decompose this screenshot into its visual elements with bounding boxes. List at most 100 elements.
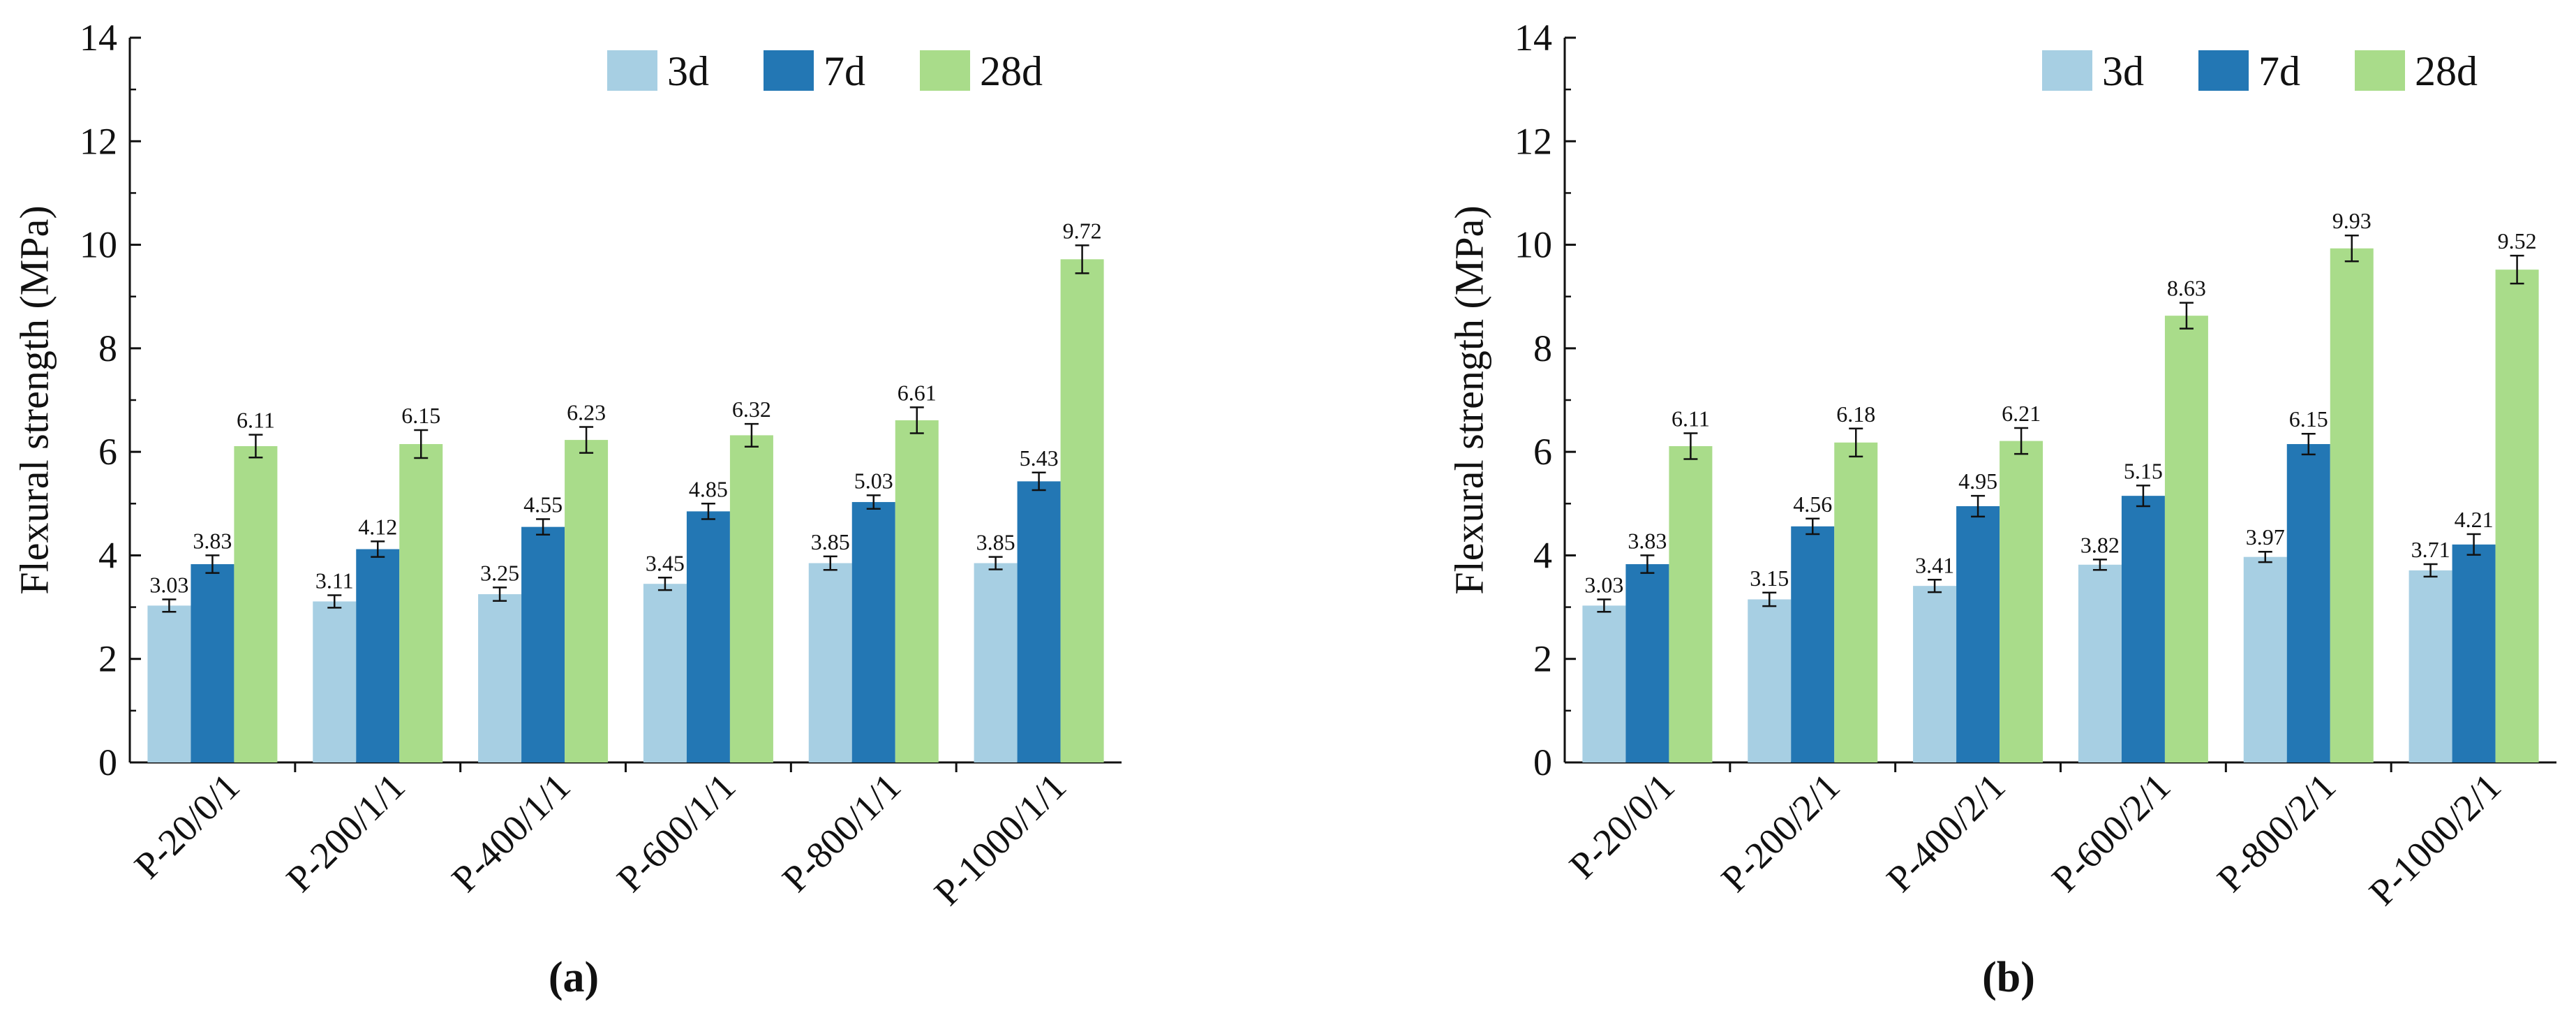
bar-7d <box>521 526 565 762</box>
bar-7d <box>1625 564 1669 762</box>
bar-28d <box>1060 259 1104 762</box>
value-label: 3.85 <box>976 530 1015 555</box>
x-tick-label: P-400/1/1 <box>444 765 579 900</box>
bar-28d <box>565 440 609 762</box>
bar-7d <box>356 549 400 762</box>
bar-7d <box>1017 481 1061 762</box>
value-label: 6.11 <box>1672 406 1710 431</box>
y-tick-label: 2 <box>98 638 117 680</box>
bar-7d <box>2286 444 2330 762</box>
x-tick-label: P-20/0/1 <box>1561 765 1683 887</box>
y-tick-label: 14 <box>80 17 117 59</box>
bar-28d <box>2164 316 2208 762</box>
value-label: 9.72 <box>1063 218 1102 243</box>
value-label: 5.15 <box>2124 458 2163 483</box>
bar-7d <box>191 564 234 762</box>
legend-swatch-7d <box>764 50 814 91</box>
legend-label: 28d <box>980 48 1043 94</box>
value-label: 3.11 <box>315 568 354 593</box>
bar-7d <box>851 502 895 762</box>
panel-label: (b) <box>1982 954 2035 1001</box>
x-tick-label: P-600/1/1 <box>609 765 743 900</box>
value-label: 3.15 <box>1750 566 1789 591</box>
bar-28d <box>234 445 278 762</box>
y-tick-label: 4 <box>98 534 117 576</box>
legend-label: 3d <box>667 48 709 94</box>
bar-28d <box>895 420 939 762</box>
y-tick-label: 10 <box>80 224 117 266</box>
bar-7d <box>686 511 730 762</box>
value-label: 6.15 <box>2289 406 2328 431</box>
value-label: 3.83 <box>193 528 232 553</box>
y-tick-label: 12 <box>80 120 117 162</box>
y-axis-title: Flexural strength (MPa) <box>1446 205 1491 594</box>
bar-3d <box>1913 586 1957 762</box>
value-label: 5.43 <box>1020 445 1059 471</box>
y-tick-label: 2 <box>1533 638 1552 680</box>
bar-3d <box>2243 556 2287 762</box>
x-tick-label: P-200/1/1 <box>278 765 413 900</box>
bar-7d <box>2121 496 2165 762</box>
value-label: 4.12 <box>358 514 397 539</box>
bar-28d <box>729 435 773 762</box>
legend-swatch-3d <box>2042 50 2092 91</box>
y-tick-label: 12 <box>1514 120 1552 162</box>
value-label: 6.61 <box>898 380 937 405</box>
value-label: 3.41 <box>1915 552 1954 577</box>
x-tick-label: P-800/2/1 <box>2209 765 2344 900</box>
value-label: 5.03 <box>854 468 893 493</box>
legend-swatch-28d <box>920 50 970 91</box>
value-label: 6.15 <box>401 403 440 428</box>
y-tick-label: 6 <box>1533 431 1552 473</box>
y-tick-label: 10 <box>1514 224 1552 266</box>
bar-7d <box>1956 506 2000 762</box>
x-tick-label: P-20/0/1 <box>126 765 248 887</box>
y-tick-label: 14 <box>1514 17 1552 59</box>
bar-3d <box>974 563 1018 762</box>
value-label: 9.52 <box>2498 228 2537 253</box>
value-label: 6.18 <box>1836 401 1875 427</box>
value-label: 8.63 <box>2167 276 2206 301</box>
legend-label: 7d <box>824 48 865 94</box>
bar-3d <box>2078 564 2122 762</box>
legend-label: 3d <box>2102 48 2144 94</box>
bar-28d <box>2000 441 2043 762</box>
value-label: 4.55 <box>523 492 563 517</box>
value-label: 3.71 <box>2411 537 2450 562</box>
bar-7d <box>1791 526 1835 762</box>
bar-3d <box>1748 599 1792 762</box>
value-label: 6.23 <box>567 400 606 425</box>
bar-28d <box>1669 445 1713 762</box>
bar-28d <box>2495 270 2539 762</box>
value-label: 9.93 <box>2332 208 2372 233</box>
legend-label: 7d <box>2258 48 2300 94</box>
value-label: 6.32 <box>732 397 771 422</box>
x-tick-label: P-600/2/1 <box>2043 765 2178 900</box>
bar-3d <box>1582 605 1626 762</box>
value-label: 3.82 <box>2080 532 2120 557</box>
value-label: 4.56 <box>1793 492 1832 517</box>
panel-label: (a) <box>549 954 599 1001</box>
y-tick-label: 6 <box>98 431 117 473</box>
bar-3d <box>808 563 852 762</box>
value-label: 3.25 <box>480 560 519 585</box>
legend-label: 28d <box>2415 48 2478 94</box>
value-label: 4.85 <box>689 476 728 501</box>
value-label: 3.83 <box>1628 528 1667 553</box>
value-label: 3.45 <box>646 550 685 575</box>
y-axis-title: Flexural strength (MPa) <box>11 205 57 594</box>
x-tick-label: P-1000/2/1 <box>2361 765 2509 913</box>
x-tick-label: P-200/2/1 <box>1713 765 1848 900</box>
x-tick-label: P-800/1/1 <box>774 765 909 900</box>
bar-7d <box>2452 544 2496 762</box>
value-label: 3.03 <box>1584 572 1623 597</box>
value-label: 3.85 <box>811 529 850 554</box>
bar-28d <box>1834 442 1878 762</box>
bar-3d <box>147 605 191 762</box>
bar-3d <box>313 601 357 762</box>
bar-3d <box>2409 570 2452 762</box>
value-label: 6.21 <box>2002 401 2041 426</box>
legend-swatch-28d <box>2355 50 2405 91</box>
